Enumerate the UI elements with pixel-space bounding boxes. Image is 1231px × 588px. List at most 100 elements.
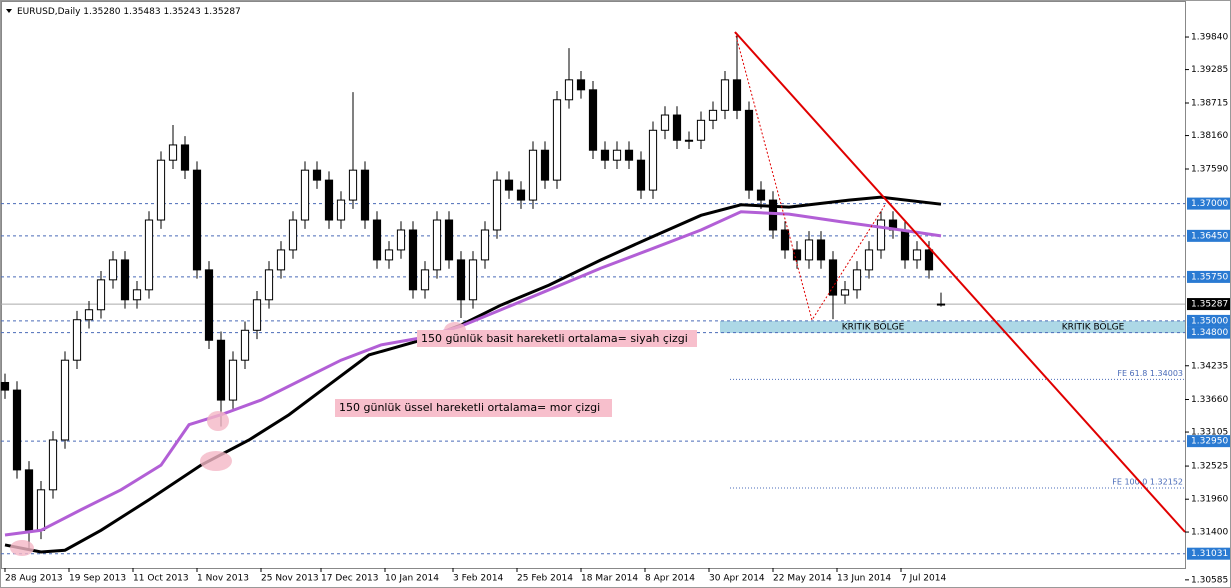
candle-body — [60, 359, 70, 441]
symbol: EURUSD,Daily — [17, 7, 81, 17]
candle-body — [624, 149, 634, 161]
level-box — [1187, 229, 1230, 242]
header-price: 1.35483 — [123, 7, 160, 17]
candle-body — [708, 109, 718, 121]
candle-body — [48, 439, 58, 491]
candle-body — [432, 219, 442, 271]
candle-body — [780, 229, 790, 251]
highlight — [10, 540, 34, 556]
candle-body — [396, 229, 406, 251]
candle-body — [804, 239, 814, 261]
candle-body — [840, 289, 850, 296]
header-price: 1.35287 — [204, 7, 241, 17]
level-label: 1.36450 — [1191, 231, 1228, 241]
candle-body — [516, 189, 526, 201]
candle-body — [684, 139, 694, 142]
candle-body — [156, 159, 166, 221]
candle-body — [228, 359, 238, 401]
candle-body — [324, 179, 334, 221]
candle-body — [696, 119, 706, 141]
y-tick-label: 1.39840 — [1191, 33, 1228, 43]
candle-body — [36, 489, 46, 531]
level-box — [1187, 270, 1230, 283]
level-box — [1187, 197, 1230, 210]
zone-label: KRITIK BÖLGE — [842, 322, 905, 333]
y-tick-label: 1.38160 — [1191, 131, 1228, 141]
candle-body — [792, 249, 802, 261]
trendline — [734, 31, 1186, 533]
x-tick-label: 8 Apr 2014 — [645, 574, 695, 584]
x-tick-label: 3 Feb 2014 — [453, 574, 504, 584]
candle-body — [852, 269, 862, 291]
candle-body — [912, 249, 922, 261]
level-label: 1.34800 — [1191, 328, 1228, 338]
candle-body — [864, 249, 874, 271]
candle-body — [900, 229, 910, 261]
x-tick-label: 10 Jan 2014 — [385, 574, 439, 584]
candle-body — [264, 269, 274, 301]
x-tick-label: 25 Feb 2014 — [517, 574, 573, 584]
candle-body — [204, 269, 214, 341]
fib-label: FE 100.0 1.32152 — [1112, 477, 1183, 486]
candle-body — [936, 303, 946, 306]
fib-label: FE 61.8 1.34003 — [1117, 369, 1183, 378]
level-label: 1.32950 — [1191, 437, 1228, 447]
highlight — [207, 411, 229, 431]
y-tick-label: 1.32525 — [1191, 462, 1228, 472]
annotation: 150 günlük basit hareketli ortalama= siy… — [421, 332, 688, 345]
header-price: 1.35243 — [163, 7, 200, 17]
candle-body — [660, 114, 670, 131]
candle-body — [144, 219, 154, 291]
menu-arrow — [6, 9, 12, 13]
critical-zone — [720, 321, 1185, 333]
candle-body — [132, 289, 142, 301]
y-tick-label: 1.31960 — [1191, 495, 1228, 505]
candle-body — [420, 269, 430, 291]
level-label: 1.31031 — [1191, 549, 1228, 559]
candle-body — [828, 259, 838, 296]
candle-body — [312, 169, 322, 181]
candle-body — [96, 279, 106, 311]
candle-body — [12, 389, 22, 471]
candle-body — [648, 129, 658, 191]
candle-body — [732, 79, 742, 111]
level-box — [1187, 314, 1230, 327]
candle-body — [540, 149, 550, 181]
candle-body — [480, 229, 490, 261]
candle-body — [528, 149, 538, 201]
price-box — [1187, 298, 1230, 311]
candle-body — [84, 309, 94, 321]
candle-body — [876, 219, 886, 251]
candle-body — [372, 219, 382, 261]
x-tick-label: 13 Jun 2014 — [837, 574, 891, 584]
zone-label: KRITIK BÖLGE — [1062, 322, 1125, 333]
candle-body — [612, 149, 622, 161]
candle-body — [24, 469, 34, 531]
candle-body — [492, 179, 502, 231]
level-box — [1187, 435, 1230, 448]
x-tick-label: 11 Oct 2013 — [133, 574, 189, 584]
x-tick-label: 22 May 2014 — [773, 574, 832, 584]
candle-body — [816, 239, 826, 261]
x-tick-label: 1 Nov 2013 — [197, 574, 249, 584]
candle-body — [180, 144, 190, 171]
level-label: 1.35750 — [1191, 272, 1228, 282]
candle-body — [348, 169, 358, 201]
x-tick-label: 28 Aug 2013 — [5, 574, 63, 584]
x-tick-label: 17 Dec 2013 — [321, 574, 379, 584]
fibo-expansion — [734, 31, 886, 322]
y-tick-label: 1.38715 — [1191, 99, 1228, 109]
candle-body — [600, 149, 610, 161]
chart-layer: FE 61.8 1.34003 FE 100.0 1.32152 — [0, 33, 1185, 555]
level-label: 1.37000 — [1191, 199, 1228, 209]
candle-body — [276, 249, 286, 271]
candle-body — [384, 249, 394, 261]
candle-body — [216, 339, 226, 401]
y-tick-label: 1.33660 — [1191, 395, 1228, 405]
candle-body — [444, 219, 454, 261]
candle-body — [744, 109, 754, 191]
candle-body — [720, 79, 730, 111]
candle-body — [168, 144, 178, 161]
